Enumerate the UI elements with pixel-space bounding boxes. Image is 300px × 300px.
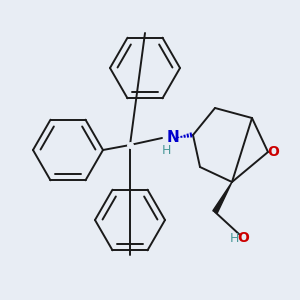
Text: O: O — [267, 145, 279, 159]
Text: H: H — [229, 232, 239, 244]
Polygon shape — [213, 182, 232, 213]
Text: N: N — [167, 130, 179, 146]
Text: H: H — [161, 143, 171, 157]
Text: O: O — [237, 231, 249, 245]
